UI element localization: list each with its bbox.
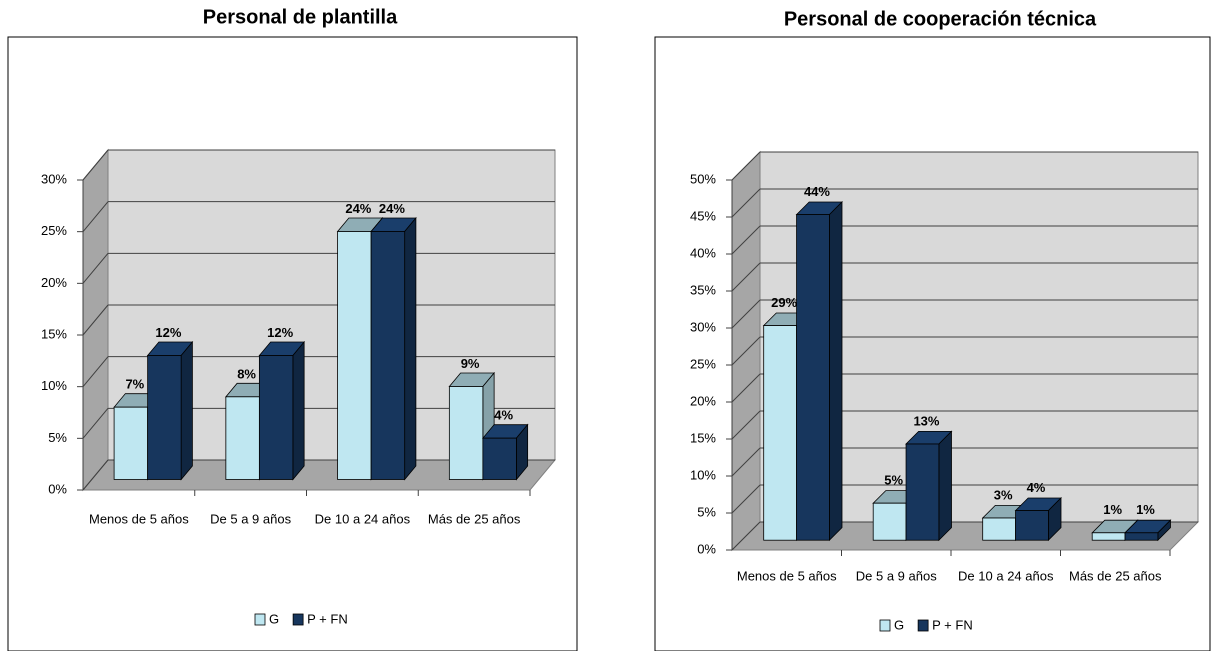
value-label: 44%	[804, 184, 830, 199]
bar-side	[180, 340, 193, 481]
grid-line-side	[731, 336, 761, 366]
x-tick-label: Menos de 5 años	[737, 568, 837, 583]
bar	[258, 355, 294, 480]
value-label: 12%	[267, 325, 293, 340]
bar	[905, 443, 940, 541]
grid-line-side	[731, 484, 761, 514]
grid-line-side	[731, 410, 761, 440]
value-label: 1%	[1136, 502, 1155, 517]
y-tick-label: 5%	[697, 504, 716, 519]
grid-line-side	[731, 373, 761, 403]
bar	[147, 355, 182, 480]
grid-line-side	[731, 151, 761, 181]
value-label: 8%	[237, 366, 256, 381]
value-label: 5%	[884, 473, 903, 488]
y-tick-label: 30%	[690, 319, 716, 334]
chart-frame	[7, 36, 578, 651]
legend-swatch	[917, 619, 929, 632]
value-label: 9%	[461, 356, 480, 371]
x-tick-label: Más de 25 años	[1069, 568, 1162, 583]
y-tick-label: 10%	[690, 467, 716, 482]
bar	[225, 396, 260, 480]
y-tick-label: 5%	[48, 430, 67, 445]
chart-frame	[654, 36, 1211, 651]
chart: Personal de cooperación técnica 0% 5% 10% 15…	[654, 8, 1211, 651]
grid-line-side	[731, 188, 761, 218]
x-tick-label: De 5 a 9 años	[210, 511, 291, 526]
y-tick-label: 25%	[41, 223, 67, 238]
chart-title: Personal de plantilla	[203, 6, 398, 28]
grid-line-side	[82, 253, 109, 284]
value-label: 24%	[379, 201, 405, 216]
value-label: 4%	[1027, 480, 1046, 495]
grid-line-side	[731, 225, 761, 255]
bar	[370, 231, 406, 480]
value-label: 12%	[155, 325, 181, 340]
grid-line-side	[731, 262, 761, 292]
x-tick-label: Más de 25 años	[428, 511, 521, 526]
y-tick-label: 35%	[690, 282, 716, 297]
bar	[982, 517, 1016, 541]
bar-side	[938, 430, 952, 542]
value-label: 7%	[125, 377, 144, 392]
bar	[337, 231, 372, 480]
chart-title: Personal de cooperación técnica	[784, 8, 1097, 30]
bar	[113, 406, 149, 480]
grid-line-side	[82, 356, 109, 387]
bar-side	[829, 201, 843, 542]
bar-side	[404, 216, 417, 481]
grid-line-side	[82, 459, 109, 491]
y-tick-label: 0%	[697, 541, 716, 556]
bar	[763, 325, 797, 541]
bar	[872, 502, 907, 541]
y-tick-label: 45%	[690, 208, 716, 223]
bar	[448, 386, 484, 480]
y-tick-label: 0%	[48, 481, 67, 496]
y-tick-label: 20%	[41, 275, 67, 290]
grid-line-side	[731, 447, 761, 477]
legend-label: P + FN	[932, 617, 973, 632]
grid-line-side	[82, 149, 109, 181]
value-label: 4%	[494, 408, 513, 423]
x-tick-label: Menos de 5 años	[89, 511, 189, 526]
y-tick-label: 15%	[41, 326, 67, 341]
y-tick-label: 30%	[41, 171, 67, 186]
value-label: 1%	[1103, 502, 1122, 517]
legend-label: G	[894, 617, 904, 632]
legend-label: P + FN	[307, 611, 348, 626]
grid-line-side	[82, 201, 109, 232]
value-label: 24%	[345, 201, 371, 216]
value-label: 29%	[771, 295, 797, 310]
x-tick-label: De 5 a 9 años	[856, 568, 937, 583]
chart: Personal de plantilla 0% 5% 10% 15% 20% 25% 30%…	[7, 6, 578, 651]
value-label: 3%	[994, 487, 1013, 502]
y-tick-label: 50%	[690, 171, 716, 186]
y-tick-label: 10%	[41, 378, 67, 393]
y-tick-label: 25%	[690, 356, 716, 371]
bar	[1091, 532, 1126, 541]
y-tick-label: 20%	[690, 393, 716, 408]
y-tick-label: 40%	[690, 245, 716, 260]
x-tick-label: De 10 a 24 años	[958, 568, 1054, 583]
bar	[1124, 532, 1159, 541]
bar	[482, 437, 517, 480]
bar	[796, 214, 830, 541]
grid-line-side	[82, 408, 109, 439]
grid-line-side	[731, 521, 761, 551]
legend-label: G	[269, 611, 279, 626]
y-tick-label: 15%	[690, 430, 716, 445]
legend-swatch	[879, 619, 891, 632]
grid-line-side	[82, 304, 109, 336]
bar	[1015, 510, 1049, 541]
x-tick-label: De 10 a 24 años	[315, 511, 411, 526]
legend-swatch	[292, 613, 304, 626]
bar-side	[292, 340, 305, 481]
grid-line-side	[731, 299, 761, 329]
value-label: 13%	[913, 413, 939, 428]
legend-swatch	[254, 613, 266, 626]
